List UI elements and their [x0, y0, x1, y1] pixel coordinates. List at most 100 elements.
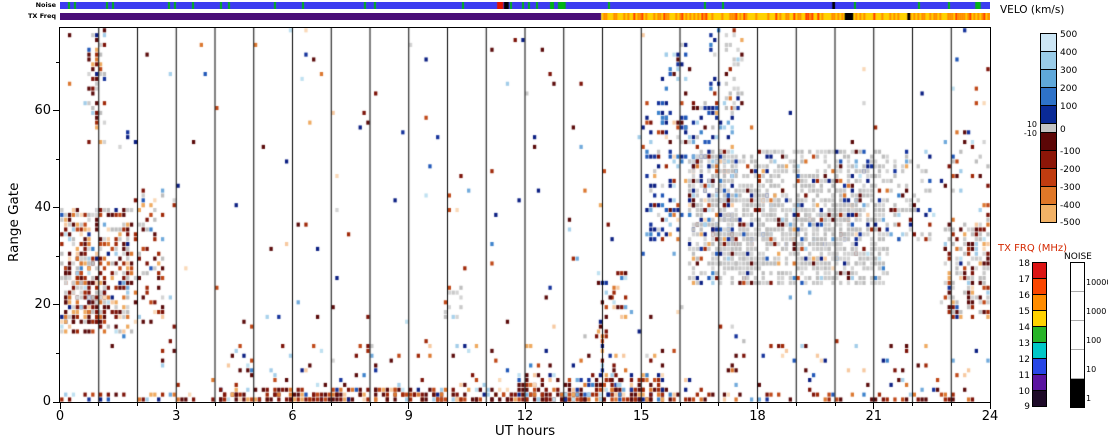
x-tick	[834, 403, 836, 406]
noise-scale-label: 10	[1086, 365, 1097, 374]
velocity-scale-label: 500	[1060, 30, 1078, 40]
y-minor-tick	[56, 158, 59, 160]
x-tick	[718, 403, 720, 406]
colorbar-segment	[1071, 292, 1084, 321]
tx-frq-scale-label: 11	[1018, 371, 1030, 381]
velocity-heatmap-canvas	[60, 28, 990, 402]
x-tick	[757, 403, 758, 409]
x-tick-label: 12	[516, 409, 534, 424]
noise-scale-label: 10000	[1086, 278, 1108, 287]
x-tick-label: 9	[404, 409, 413, 424]
colorbar-segment	[1071, 379, 1084, 407]
velocity-scale-label: 200	[1060, 84, 1078, 94]
x-tick	[873, 403, 875, 409]
velocity-colorbar-title: VELO (km/s)	[1000, 4, 1065, 16]
tx-freq-strip-label: TX Freq	[28, 12, 56, 20]
x-tick-label: 24	[981, 409, 999, 424]
colorbar-segment	[1041, 151, 1056, 169]
y-tick-label: 0	[42, 394, 51, 409]
colorbar-segment	[1033, 391, 1046, 406]
x-tick	[175, 403, 177, 409]
tx-frq-scale-label: 10	[1018, 387, 1030, 397]
y-axis-label: Range Gate	[6, 182, 22, 262]
noise-strip-label: Noise	[35, 1, 56, 9]
colorbar-segment	[1041, 205, 1056, 222]
x-tick	[485, 403, 487, 406]
tx-frq-scale-label: 18	[1018, 259, 1030, 269]
x-tick	[137, 403, 138, 406]
colorbar-segment	[1033, 375, 1046, 391]
x-tick	[679, 403, 681, 406]
x-tick	[292, 403, 293, 409]
y-minor-tick	[56, 255, 59, 257]
x-tick	[408, 403, 410, 409]
velocity-scale-label: 100	[1060, 102, 1078, 112]
noise-scale-label: 1000	[1086, 307, 1107, 316]
tx-frq-scale-label: 17	[1018, 275, 1030, 285]
plot-area	[59, 27, 991, 403]
x-tick	[989, 403, 991, 409]
x-tick	[214, 403, 216, 406]
tx-frq-colorbar-title: TX FRQ (MHz)	[998, 243, 1068, 254]
colorbar-segment	[1041, 124, 1056, 133]
velocity-scale-label: -500	[1060, 218, 1081, 228]
colorbar-segment	[1071, 350, 1084, 379]
x-tick	[912, 403, 913, 406]
x-tick	[369, 403, 371, 406]
y-minor-tick	[56, 61, 59, 63]
velocity-scale-label: 300	[1060, 66, 1078, 76]
ground-scatter-upper-label: 10	[1026, 120, 1037, 129]
x-tick	[950, 403, 952, 406]
y-tick-label: 40	[34, 199, 51, 215]
x-tick	[330, 403, 332, 406]
colorbar-segment	[1041, 70, 1056, 88]
x-tick-label: 21	[865, 409, 883, 424]
x-tick	[795, 403, 797, 406]
x-tick	[524, 403, 526, 409]
colorbar-segment	[1041, 169, 1056, 187]
tx-frq-scale-label: 12	[1018, 355, 1030, 365]
noise-scale-label: 100	[1086, 336, 1102, 345]
x-tick-label: 18	[749, 409, 766, 424]
x-tick	[98, 403, 100, 406]
y-tick-label: 20	[34, 296, 51, 312]
colorbar-segment	[1033, 359, 1046, 375]
colorbar-segment	[1041, 34, 1056, 52]
x-tick	[59, 403, 61, 409]
x-axis-label: UT hours	[494, 423, 556, 439]
tx-frq-scale-label: 16	[1018, 291, 1030, 301]
noise-indicator-strip	[60, 2, 990, 9]
colorbar-segment	[1041, 106, 1056, 124]
velocity-scale-label: -400	[1060, 201, 1081, 211]
velocity-colorbar	[1040, 33, 1057, 223]
colorbar-segment	[1071, 263, 1084, 292]
velocity-scale-label: 400	[1060, 48, 1078, 58]
colorbar-segment	[1033, 295, 1046, 311]
tx-frq-scale-label: 15	[1018, 307, 1030, 317]
velocity-scale-label: -200	[1060, 165, 1081, 175]
y-tick-label: 60	[34, 102, 51, 118]
colorbar-segment	[1033, 311, 1046, 327]
x-tick-label: 15	[632, 409, 650, 424]
tx-frq-scale-label: 9	[1024, 402, 1030, 412]
colorbar-segment	[1041, 88, 1056, 106]
x-tick	[253, 403, 255, 406]
noise-colorbar-title: NOISE	[1064, 252, 1092, 262]
tx-frq-colorbar	[1032, 262, 1047, 407]
colorbar-segment	[1041, 187, 1056, 205]
y-tick	[53, 401, 59, 403]
y-tick	[53, 304, 59, 306]
colorbar-segment	[1041, 133, 1056, 151]
velocity-zero-label: 0	[1060, 124, 1066, 135]
tx-frq-scale-label: 14	[1018, 323, 1030, 333]
colorbar-segment	[1033, 343, 1046, 359]
ground-scatter-lower-label: -10	[1023, 129, 1037, 138]
colorbar-segment	[1033, 279, 1046, 295]
x-tick-label: 6	[288, 409, 297, 424]
x-tick	[447, 403, 448, 406]
tx-frequency-indicator-strip	[60, 13, 990, 20]
tx-frq-scale-label: 13	[1018, 339, 1030, 349]
y-tick	[53, 207, 59, 209]
colorbar-segment	[1041, 52, 1056, 70]
